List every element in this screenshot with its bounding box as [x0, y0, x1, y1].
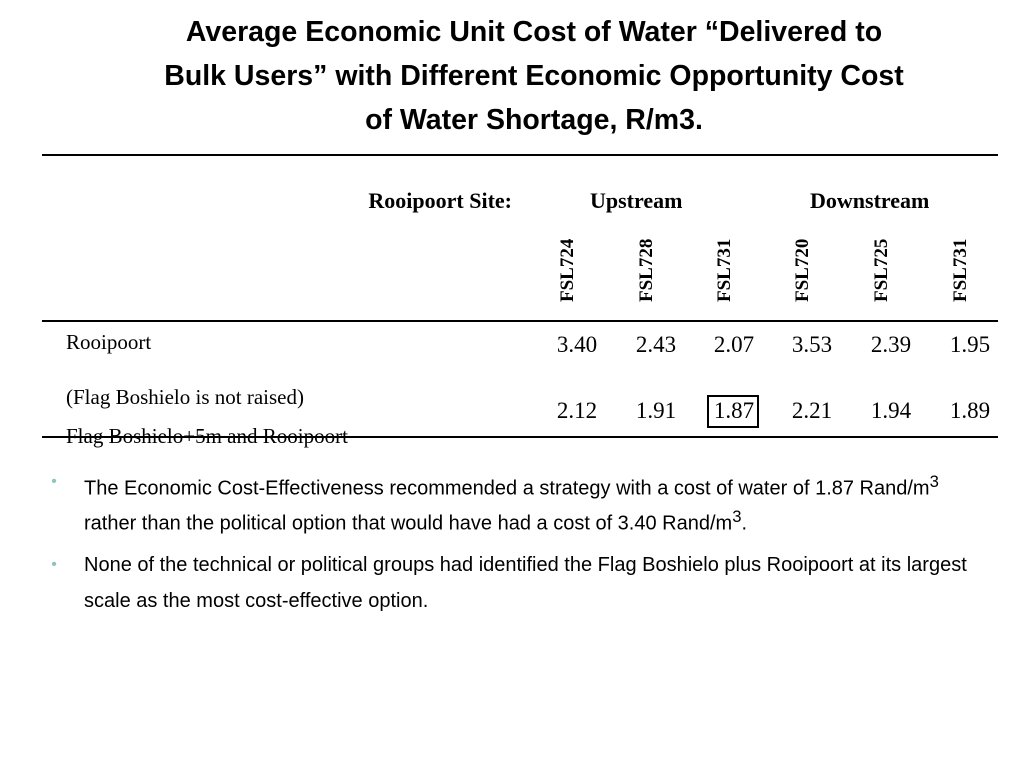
table-top-rule — [42, 154, 998, 156]
column-header-label: FSL731 — [950, 238, 971, 302]
row-label-rooipoort: Rooipoort — [66, 330, 152, 354]
bullet-text: . — [741, 512, 748, 535]
group-upstream: Upstream — [590, 188, 683, 213]
highlight-box — [707, 395, 759, 428]
superscript: 3 — [732, 506, 742, 526]
bullet-text: None of the technical or political group… — [84, 554, 967, 613]
table-cell: 3.53 — [791, 332, 833, 357]
column-header-label: FSL724 — [557, 238, 578, 302]
bullet-item: • None of the technical or political gro… — [44, 547, 994, 619]
title-line-2: Bulk Users” with Different Economic Oppo… — [164, 60, 904, 92]
bullet-item: • The Economic Cost-Effectiveness recomm… — [44, 468, 994, 537]
table-cell: 2.43 — [635, 332, 677, 357]
bullet-list: • The Economic Cost-Effectiveness recomm… — [44, 468, 994, 629]
site-label: Rooipoort Site: — [368, 188, 512, 213]
bullet-text: rather than the political option that wo… — [84, 512, 733, 535]
table-bottom-rule — [42, 436, 998, 438]
bullet-text: The Economic Cost-Effectiveness recommen… — [84, 477, 930, 500]
title-line-3: of Water Shortage, R/m3. — [365, 104, 703, 136]
group-downstream: Downstream — [810, 188, 930, 213]
table-cell: 2.07 — [713, 332, 755, 357]
column-header-label: FSL731 — [714, 238, 735, 302]
superscript: 3 — [929, 472, 939, 491]
table-cell: 1.94 — [870, 398, 912, 423]
slide-title: Average Economic Unit Cost of Water “Del… — [40, 10, 1024, 142]
table-cell: 2.21 — [791, 398, 833, 423]
column-header-label: FSL725 — [871, 238, 892, 302]
table-cell: 2.12 — [556, 398, 598, 423]
bullet-icon: • — [51, 473, 57, 490]
table-cell: 2.39 — [870, 332, 912, 357]
table-cell: 1.89 — [949, 398, 991, 423]
table-cell: 1.95 — [949, 332, 991, 357]
title-line-1: Average Economic Unit Cost of Water “Del… — [185, 16, 883, 48]
table-cell: 3.40 — [556, 332, 598, 357]
table-header-rule — [42, 320, 998, 322]
table-cell-highlighted: 1.87 — [713, 398, 755, 423]
column-header-label: FSL720 — [792, 238, 813, 302]
row-label-note: (Flag Boshielo is not raised) — [66, 385, 304, 409]
column-header-label: FSL728 — [636, 238, 657, 302]
row-label-flag-boshielo: Flag Boshielo+5m and Rooipoort — [66, 424, 348, 448]
table-cell: 1.91 — [635, 398, 677, 423]
bullet-icon: • — [51, 556, 57, 574]
